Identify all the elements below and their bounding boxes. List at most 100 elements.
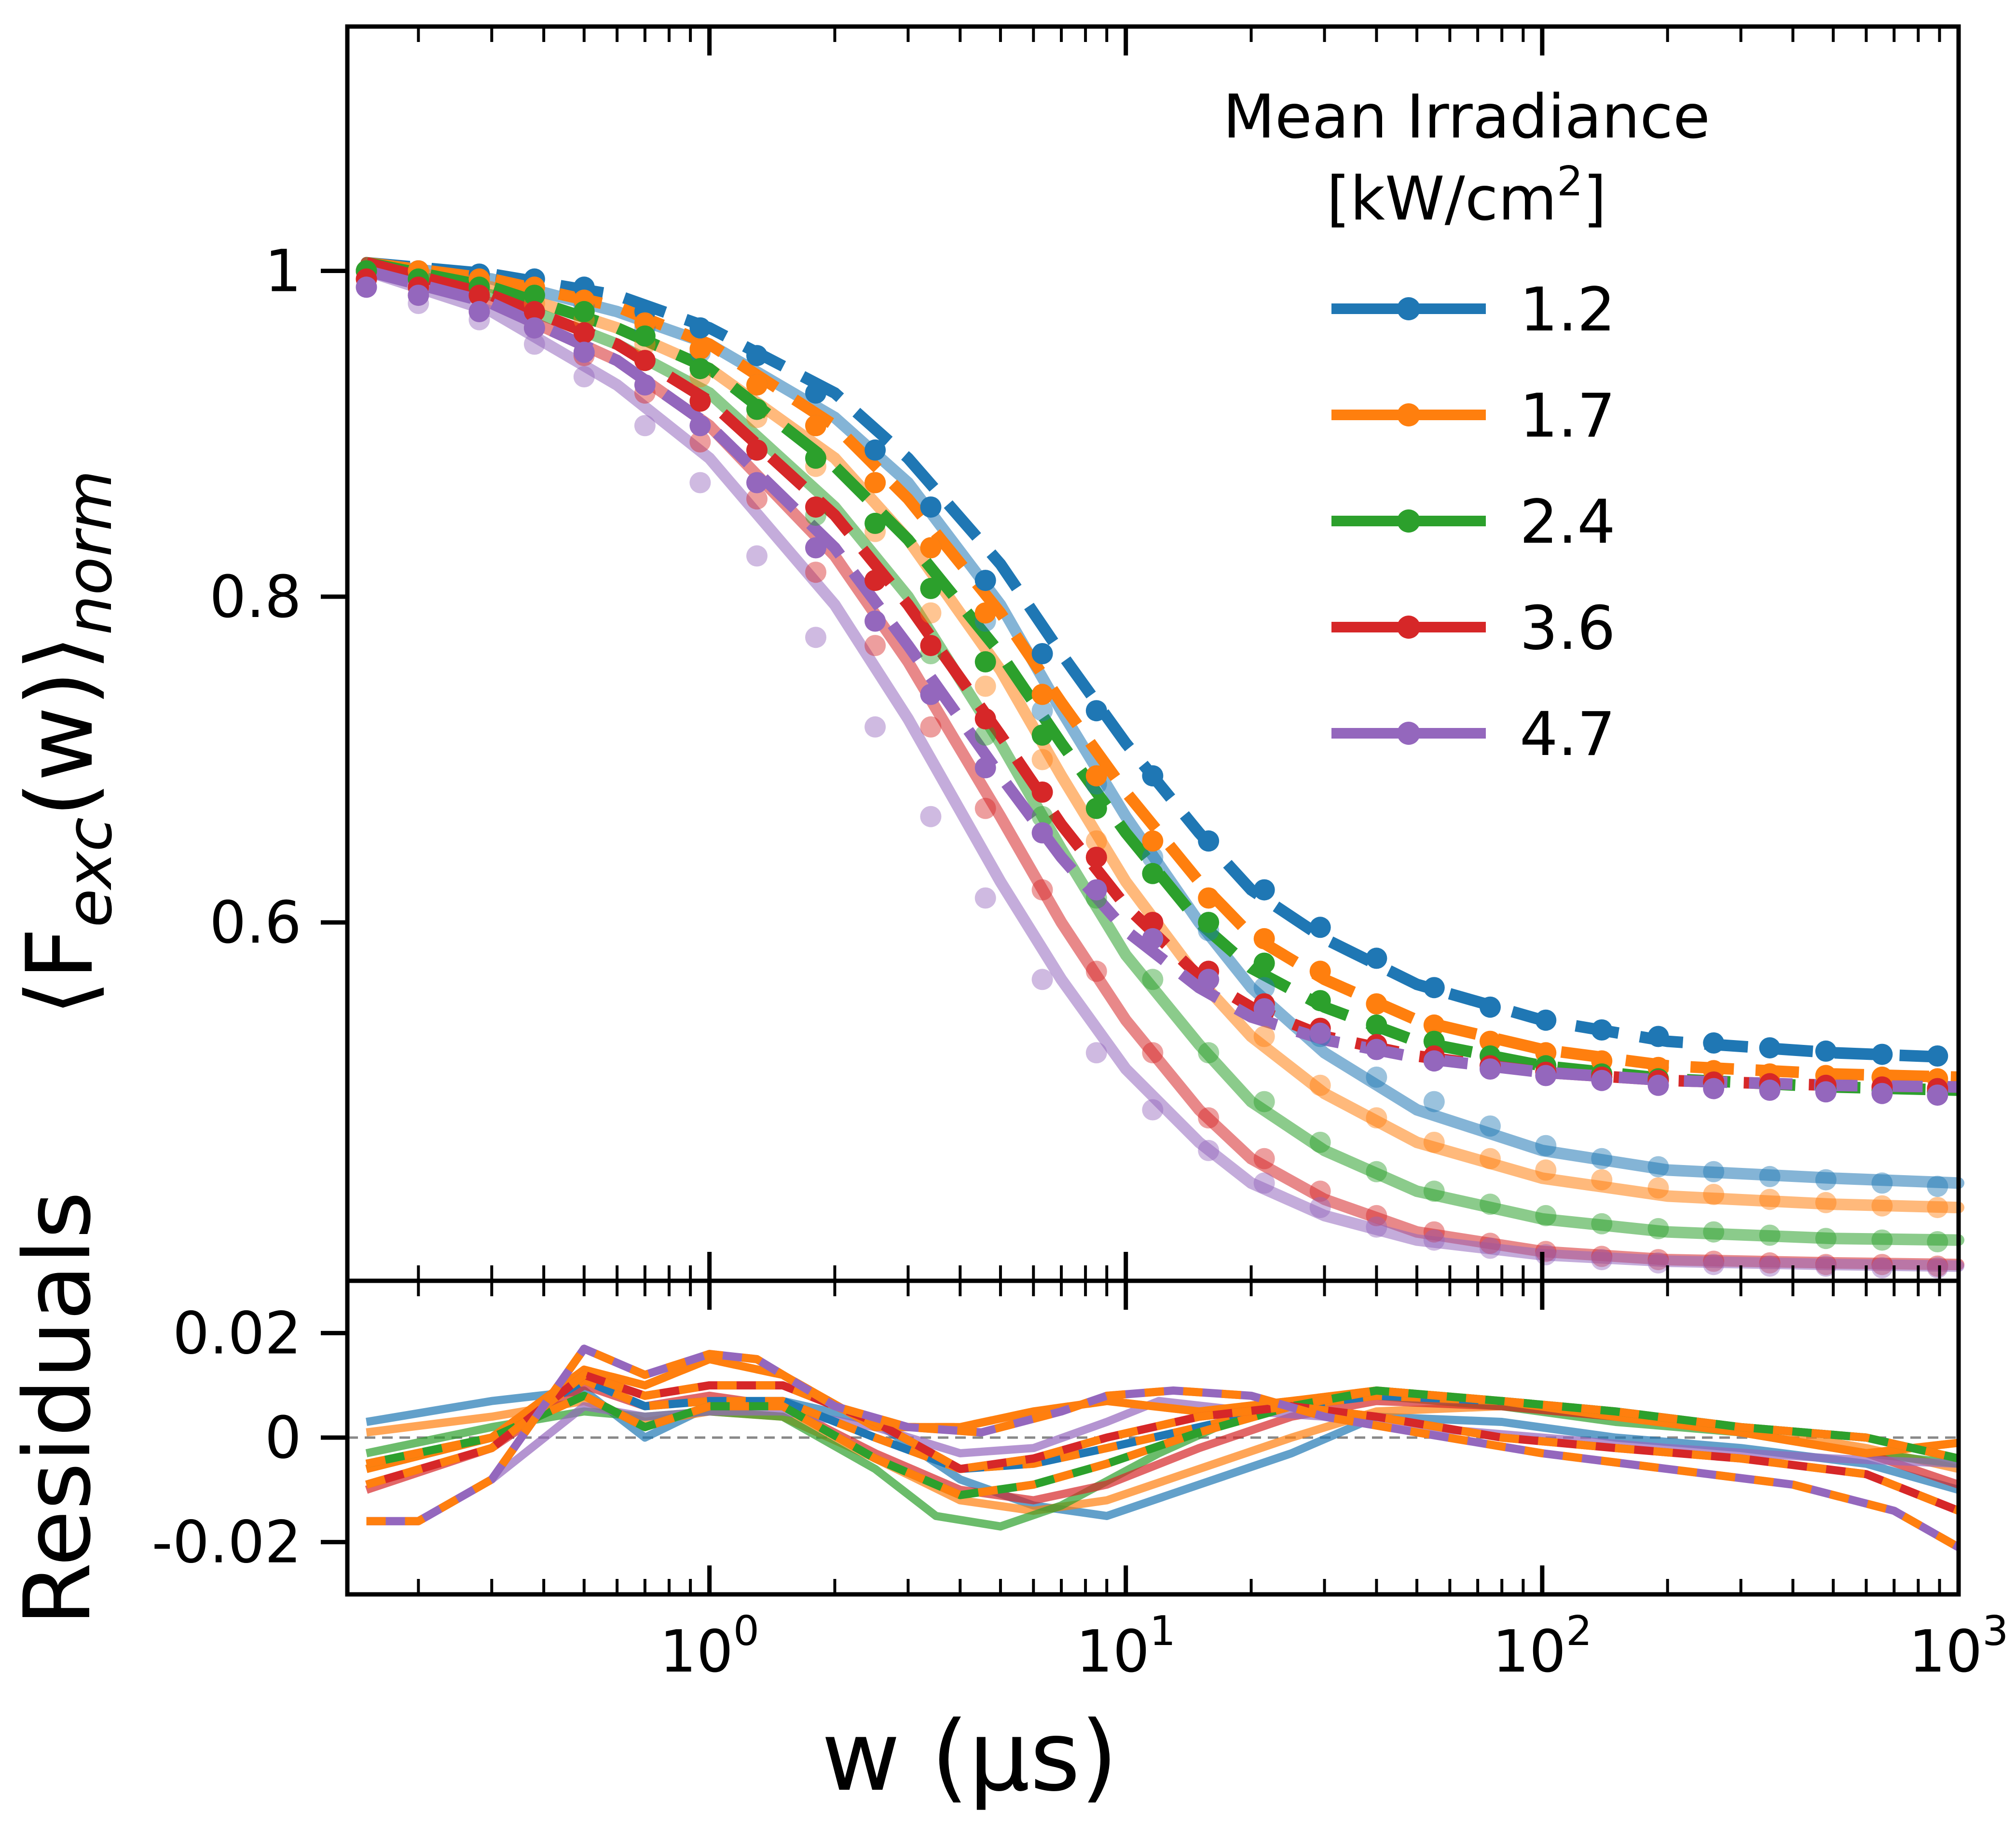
residual-1-2-solid [366, 1386, 1960, 1520]
series-2-4-point-b-25 [1759, 1224, 1781, 1246]
series-4-7-point-b-11 [974, 887, 996, 909]
series-2-4-point-a-19 [1423, 1030, 1445, 1052]
series-1-7-point-b-10 [920, 602, 942, 624]
residuals-ytick-label-0: 0 [265, 1405, 302, 1472]
series-1-2-point-a-18 [1366, 947, 1387, 969]
series-1-2-point-a-13 [1085, 700, 1107, 722]
series-2-4-point-b-27 [1871, 1229, 1893, 1251]
series-2-4-point-a-12 [1031, 724, 1053, 746]
series-2-4-point-b-20 [1480, 1193, 1501, 1215]
main-plot-panel: 0.6 0.8 1 [209, 24, 1964, 1283]
series-1-2-point-a-19 [1423, 977, 1445, 999]
series-3-6-point-a-6 [689, 390, 711, 412]
series-4-7-point-a-2 [468, 301, 490, 322]
series-2-4-point-b-19 [1423, 1180, 1445, 1202]
series-3-6-point-b-16 [1253, 1148, 1275, 1169]
series-4-7-point-a-13 [1085, 879, 1107, 901]
series-4-7-point-a-9 [864, 610, 886, 632]
x-axis-label: w (μs) [822, 1701, 1118, 1813]
series-4-7-point-b-19 [1423, 1229, 1445, 1251]
series-2-4-point-a-15 [1198, 912, 1220, 933]
series-1-7-point-a-6 [689, 338, 711, 360]
series-1-2-point-a-9 [864, 439, 886, 461]
xtick-label-10-3: 103 [1909, 1607, 2009, 1686]
legend-marker-2-4 [1397, 509, 1420, 533]
residuals-plot-panel: -0.02 0 0.02 100 101 102 103 [152, 1278, 2009, 1686]
series-2-4-point-b-15 [1198, 1042, 1220, 1064]
series-1-7-point-b-26 [1815, 1192, 1837, 1213]
series-2-4-point-a-14 [1142, 863, 1164, 884]
series-4-7-point-a-23 [1647, 1074, 1669, 1096]
series-3-6-point-b-9 [864, 635, 886, 657]
series-2-4-point-b-16 [1253, 1091, 1275, 1112]
series-2-4-point-a-4 [573, 301, 595, 322]
xtick-label-10-0: 100 [659, 1607, 759, 1686]
legend-marker-1-2 [1397, 297, 1420, 320]
series-2-4-point-a-18 [1366, 1014, 1387, 1036]
series-1-2-point-b-19 [1423, 1091, 1445, 1112]
series-4-7-point-a-3 [523, 317, 545, 339]
series-1-2-point-b-16 [1253, 977, 1275, 999]
series-4-7-point-b-12 [1031, 969, 1053, 990]
series-1-2-point-a-26 [1815, 1040, 1837, 1062]
series-1-2-point-a-8 [805, 382, 826, 404]
legend-label-1-2: 1.2 [1520, 275, 1616, 345]
series-1-2-point-a-21 [1535, 1009, 1557, 1031]
series-3-6-point-b-27 [1871, 1254, 1893, 1275]
series-4-7-point-a-28 [1927, 1084, 1948, 1106]
series-4-7-point-a-1 [408, 285, 429, 306]
series-4-7-point-b-3 [523, 333, 545, 355]
series-3-6-point-a-11 [974, 708, 996, 730]
series-1-7-point-b-20 [1480, 1148, 1501, 1169]
series-1-2-point-a-17 [1309, 917, 1331, 938]
series-4-7-point-b-28 [1927, 1257, 1948, 1278]
series-1-2-point-a-20 [1480, 996, 1501, 1018]
series-1-7-point-b-22 [1591, 1169, 1613, 1191]
legend: Mean Irradiance [kW/cm2] 1.2 1.7 2.4 3.6 4.7 [1223, 82, 1710, 769]
series-3-6-point-a-3 [523, 301, 545, 322]
series-4-7-point-a-20 [1480, 1058, 1501, 1080]
series-2-4-point-b-23 [1647, 1218, 1669, 1239]
series-1-7-point-a-11 [974, 602, 996, 624]
xtick-label-10-2: 102 [1492, 1607, 1592, 1686]
series-1-2-point-b-22 [1591, 1148, 1613, 1169]
series-4-7-point-b-20 [1480, 1237, 1501, 1259]
series-4-7-point-b-24 [1703, 1254, 1725, 1275]
series-1-2-point-a-11 [974, 570, 996, 591]
series-1-2-point-b-20 [1480, 1115, 1501, 1137]
series-1-7-point-a-20 [1480, 1030, 1501, 1052]
series-1-2-point-b-21 [1535, 1135, 1557, 1156]
series-1-2-point-b-24 [1703, 1161, 1725, 1182]
series-1-2-point-a-6 [689, 317, 711, 339]
series-4-7-point-a-6 [689, 415, 711, 437]
series-4-7-point-b-7 [746, 545, 768, 567]
series-1-2-point-a-24 [1703, 1032, 1725, 1054]
series-1-2-point-a-12 [1031, 643, 1053, 664]
series-2-4-point-b-14 [1142, 969, 1164, 990]
main-axis-ticks: 0.6 0.8 1 [209, 27, 1961, 1281]
legend-label-4-7: 4.7 [1520, 699, 1616, 769]
series-1-2-point-a-7 [746, 345, 768, 367]
series-2-4-point-a-7 [746, 398, 768, 420]
series-3-6-point-b-19 [1423, 1221, 1445, 1243]
series-4-7-point-b-27 [1871, 1257, 1893, 1278]
series-4-7-point-b-22 [1591, 1249, 1613, 1271]
legend-title-line2: [kW/cm2] [1327, 158, 1606, 234]
series-4-7-solid-fit [360, 265, 1964, 1272]
series-1-7-point-a-15 [1198, 887, 1220, 909]
series-2-4-point-a-11 [974, 651, 996, 672]
series-4-7-point-a-14 [1142, 928, 1164, 949]
series-1-2-point-b-28 [1927, 1176, 1948, 1197]
series-4-7-point-b-5 [634, 415, 656, 437]
series-4-7-point-a-22 [1591, 1070, 1613, 1091]
series-2-4-point-a-10 [920, 577, 942, 599]
series-3-6-point-b-17 [1309, 1180, 1331, 1202]
series-3-6-point-b-11 [974, 797, 996, 819]
main-ytick-label-0.8: 0.8 [209, 564, 302, 631]
series-4-7-point-a-26 [1815, 1081, 1837, 1103]
series-4-7-point-a-21 [1535, 1065, 1557, 1086]
legend-entries: 1.2 1.7 2.4 3.6 4.7 [1331, 275, 1616, 769]
series-2-4-point-b-24 [1703, 1221, 1725, 1243]
series-2-4-point-a-8 [805, 447, 826, 469]
